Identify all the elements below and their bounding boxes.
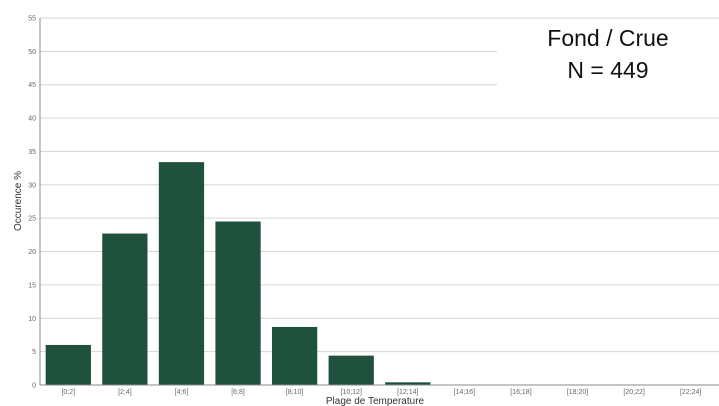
bar [158,162,205,385]
x-tick-label: [6;8] [231,389,245,396]
y-axis-label: Occurence % [13,171,24,231]
bars [45,162,431,385]
x-tick-label: [0;2] [61,389,75,396]
x-tick-labels: [0;2] [2;4] [4;6] [6;8] [8;10] [10;12] [12;14]… [61,389,701,396]
x-tick-label: [8;10] [286,389,304,396]
bar [385,382,431,385]
y-tick-label: 25 [28,216,36,223]
y-tick-label: 20 [28,249,36,256]
x-axis-label: Plage de Temperature [326,396,425,406]
x-tick-label: [18;20] [567,389,588,396]
x-tick-label: [4;6] [175,389,189,396]
y-tick-label: 0 [32,383,36,390]
x-tick-label: [22;24] [680,389,701,396]
y-tick-label: 30 [28,182,36,189]
y-tick-label: 45 [28,82,36,89]
y-tick-label: 10 [28,316,36,323]
y-tick-label: 5 [32,349,36,356]
chart-annotation: Fond / Crue N = 449 [497,22,719,86]
y-tick-labels: 0 5 10 15 20 25 30 35 40 45 50 55 [28,16,36,390]
bar [328,355,374,385]
y-tick-label: 55 [28,16,36,23]
y-tick-label: 50 [28,49,36,56]
y-tick-label: 35 [28,149,36,156]
annotation-line-2: N = 449 [567,57,649,83]
annotation-line-1: Fond / Crue [547,25,669,51]
x-tick-label: [12;14] [397,389,418,396]
x-tick-label: [14;16] [454,389,475,396]
x-tick-label: [2;4] [118,389,132,396]
x-tick-label: [10;12] [340,389,361,396]
bar [102,233,148,385]
x-tick-label: [16;18] [510,389,531,396]
bar [271,326,318,385]
bar [215,221,261,385]
y-tick-label: 40 [28,116,36,123]
x-tick-label: [20;22] [623,389,644,396]
y-tick-label: 15 [28,282,36,289]
bar [45,344,91,385]
